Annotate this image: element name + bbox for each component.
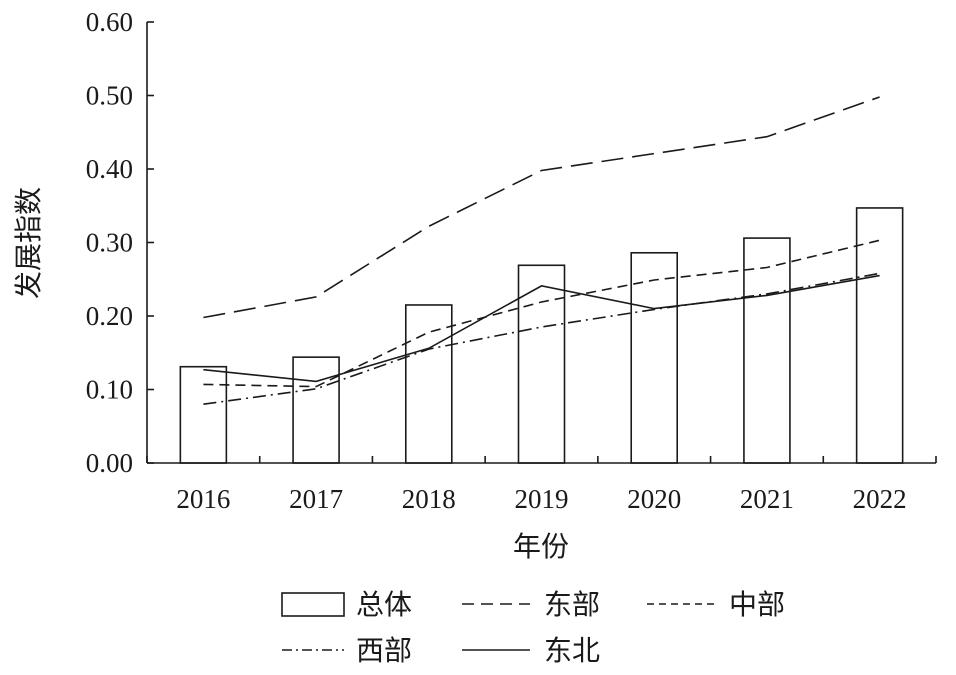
lines-layer [203, 96, 880, 405]
line-series-西部 [203, 272, 880, 405]
legend-label-西部: 西部 [356, 634, 412, 667]
line-series-东北 [203, 274, 880, 383]
legend-label-中部: 中部 [729, 588, 785, 621]
y-tick-label: 0.20 [86, 301, 133, 331]
bar-总体-2022 [855, 207, 904, 464]
bar-总体-2016 [179, 365, 228, 464]
bar-总体-2017 [292, 356, 340, 464]
x-axis-ticks: 2016 2017 2018 2019 2020 2021 2022 [146, 456, 937, 514]
x-tick-label: 2021 [740, 484, 794, 514]
bar-总体-2021 [743, 237, 791, 464]
bars-layer [179, 207, 904, 464]
y-tick-label: 0.10 [86, 375, 133, 405]
y-tick-label: 0.40 [86, 154, 133, 184]
legend-label-东部: 东部 [544, 588, 600, 621]
x-tick-label: 2020 [627, 484, 681, 514]
legend-swatch-总体 [281, 592, 345, 617]
bar-总体-2018 [404, 304, 453, 464]
x-tick-label: 2022 [853, 484, 907, 514]
line-series-中部 [203, 239, 880, 388]
line-series-东部 [203, 96, 880, 319]
y-axis-title: 发展指数 [12, 187, 45, 299]
legend-label-东北: 东北 [544, 634, 600, 667]
x-tick-label: 2016 [176, 484, 230, 514]
x-tick-label: 2019 [515, 484, 569, 514]
y-tick-label: 0.30 [86, 228, 133, 258]
legend-label-总体: 总体 [356, 588, 412, 621]
y-tick-label: 0.00 [86, 448, 133, 478]
x-axis-title: 年份 [513, 530, 569, 563]
y-tick-label: 0.50 [86, 81, 133, 111]
y-tick-label: 0.60 [86, 7, 133, 37]
bar-总体-2020 [630, 251, 679, 464]
x-tick-label: 2017 [289, 484, 343, 514]
x-tick-label: 2018 [402, 484, 456, 514]
y-axis-ticks: 0.00 0.10 0.20 0.30 0.40 0.50 0.60 [86, 7, 154, 478]
legend: 总体 东部 中部 西部 东北 [281, 588, 785, 667]
